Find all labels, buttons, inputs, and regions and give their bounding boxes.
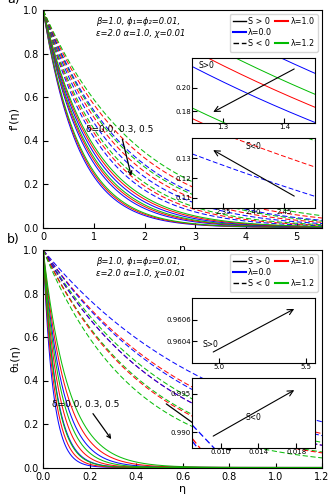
Text: β=1.0, ϕ₁=ϕ₂=0.01,
ε=2.0 α=1.0, χ=0.01: β=1.0, ϕ₁=ϕ₂=0.01, ε=2.0 α=1.0, χ=0.01: [96, 256, 186, 278]
Legend: S > 0, λ=0.0, S < 0, λ=1.0, , λ=1.2: S > 0, λ=0.0, S < 0, λ=1.0, , λ=1.2: [230, 14, 318, 52]
Y-axis label: θ₁(η): θ₁(η): [10, 345, 20, 372]
Text: δ=0.0, 0.3, 0.5: δ=0.0, 0.3, 0.5: [52, 400, 120, 438]
Text: δ=0.0, 0.3, 0.5: δ=0.0, 0.3, 0.5: [86, 125, 154, 174]
Text: β=1.0, ϕ₁=ϕ₂=0.01,
ε=2.0 α=1.0, χ=0.01: β=1.0, ϕ₁=ϕ₂=0.01, ε=2.0 α=1.0, χ=0.01: [96, 16, 186, 38]
X-axis label: η: η: [179, 244, 186, 254]
X-axis label: η: η: [179, 484, 186, 494]
Legend: S > 0, λ=0.0, S < 0, λ=1.0, , λ=1.2: S > 0, λ=0.0, S < 0, λ=1.0, , λ=1.2: [230, 254, 318, 292]
Y-axis label: f'(η): f'(η): [10, 108, 20, 130]
Text: b): b): [7, 232, 20, 245]
Text: a): a): [7, 0, 20, 6]
